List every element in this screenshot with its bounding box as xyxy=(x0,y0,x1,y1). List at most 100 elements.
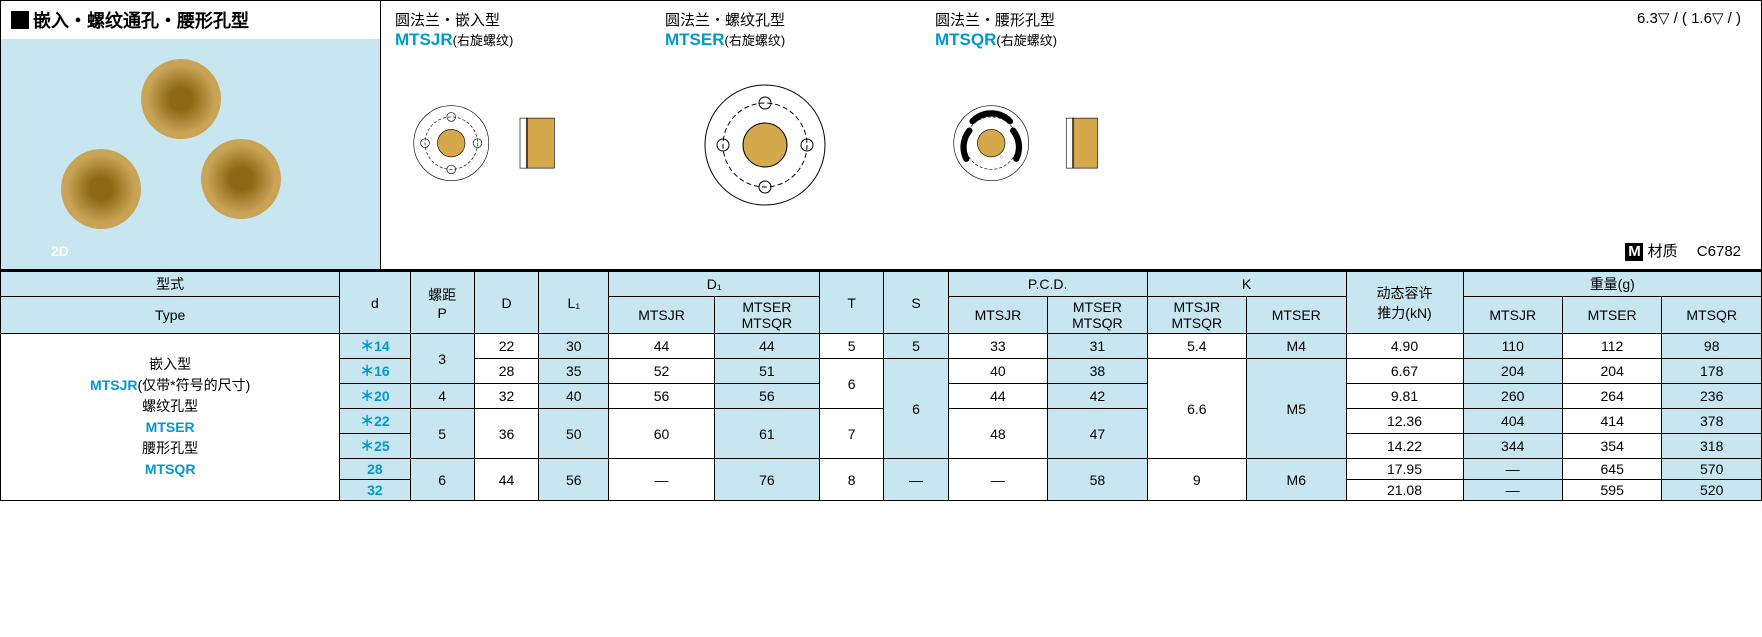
cell-Wq: 98 xyxy=(1662,334,1762,359)
diagram-mtsjr xyxy=(395,50,595,230)
image-mode-label: 2D xyxy=(51,243,69,259)
cell-PCDj: 48 xyxy=(948,409,1047,459)
variant-mtsjr: 圆法兰・嵌入型 MTSJR(右旋螺纹) xyxy=(395,9,595,230)
cell-thrust: 6.67 xyxy=(1346,359,1463,384)
cell-Kjq: 9 xyxy=(1147,459,1246,501)
cell-PCDj: 33 xyxy=(948,334,1047,359)
th-thrust: 动态容许推力(kN) xyxy=(1346,271,1463,334)
cell-L1: 30 xyxy=(539,334,609,359)
th-type-zh: 型式 xyxy=(1,271,340,297)
th-K: K xyxy=(1147,271,1346,297)
cell-Wj: 260 xyxy=(1463,384,1562,409)
cell-D1eq: 61 xyxy=(714,409,819,459)
cell-Wj: 110 xyxy=(1463,334,1562,359)
cell-We: 204 xyxy=(1562,359,1661,384)
cell-P: 4 xyxy=(410,384,474,409)
th-pcd-mtser-mtsqr: MTSERMTSQR xyxy=(1048,297,1147,334)
cell-T: 5 xyxy=(820,334,884,359)
cell-D1j: 44 xyxy=(609,334,714,359)
cell-P: 6 xyxy=(410,459,474,501)
variant-mtser: 圆法兰・螺纹孔型 MTSER(右旋螺纹) xyxy=(665,9,865,230)
th-T: T xyxy=(820,271,884,334)
material-value: C6782 xyxy=(1697,243,1741,260)
cell-D1j: 52 xyxy=(609,359,714,384)
variant-title: 圆法兰・螺纹孔型 xyxy=(665,9,865,30)
cell-D1j: 56 xyxy=(609,384,714,409)
cell-S: 6 xyxy=(884,359,948,459)
cell-Wq: 178 xyxy=(1662,359,1762,384)
th-pitch: 螺距P xyxy=(410,271,474,334)
cell-D: 28 xyxy=(474,359,538,384)
cell-PCDj: 40 xyxy=(948,359,1047,384)
table-row: 嵌入型 MTSJR(仅带*符号的尺寸) 螺纹孔型 MTSER 腰形孔型 MTSQ… xyxy=(1,334,1762,359)
product-title: 嵌入・螺纹通孔・腰形孔型 xyxy=(1,1,380,39)
th-D: D xyxy=(474,271,538,334)
variant-note: (右旋螺纹) xyxy=(996,33,1057,48)
cell-d: ＊22 xyxy=(340,409,410,434)
cell-L1: 50 xyxy=(539,409,609,459)
cell-We: 645 xyxy=(1562,459,1661,480)
nut-icon xyxy=(61,149,141,229)
title-text: 嵌入・螺纹通孔・腰形孔型 xyxy=(33,7,249,33)
cell-D1j: — xyxy=(609,459,714,501)
cell-thrust: 4.90 xyxy=(1346,334,1463,359)
spec-table: 型式 d 螺距P D L₁ D₁ T S P.C.D. K 动态容许推力(kN)… xyxy=(0,270,1762,501)
variant-code: MTSQR xyxy=(935,30,996,49)
variant-note: (右旋螺纹) xyxy=(453,33,514,48)
variant-note: (右旋螺纹) xyxy=(725,33,786,48)
cell-We: 595 xyxy=(1562,480,1661,501)
flange-drawing-icon xyxy=(395,50,595,230)
cell-D: 22 xyxy=(474,334,538,359)
th-w-mtser: MTSER xyxy=(1562,297,1661,334)
th-type-en: Type xyxy=(1,297,340,334)
cell-D1j: 60 xyxy=(609,409,714,459)
th-D1: D₁ xyxy=(609,271,820,297)
cell-P: 5 xyxy=(410,409,474,459)
cell-T: 6 xyxy=(820,359,884,409)
nut-icon xyxy=(141,59,221,139)
flange-drawing-icon xyxy=(675,50,855,230)
variant-code: MTSJR xyxy=(395,30,453,49)
th-w-mtsqr: MTSQR xyxy=(1662,297,1762,334)
cell-Kjq: 5.4 xyxy=(1147,334,1246,359)
cell-Wq: 570 xyxy=(1662,459,1762,480)
cell-L1: 40 xyxy=(539,384,609,409)
cell-thrust: 14.22 xyxy=(1346,434,1463,459)
cell-PCDeq: 42 xyxy=(1048,384,1147,409)
cell-PCDeq: 47 xyxy=(1048,409,1147,459)
cell-Ke: M6 xyxy=(1247,459,1346,501)
cell-D1eq: 76 xyxy=(714,459,819,501)
cell-d: ＊20 xyxy=(340,384,410,409)
top-section: 嵌入・螺纹通孔・腰形孔型 2D 6.3▽ / ( 1.6▽ / ) 圆法兰・嵌入… xyxy=(0,0,1762,270)
nut-icon xyxy=(201,139,281,219)
product-image: 2D xyxy=(1,39,380,269)
cell-We: 264 xyxy=(1562,384,1661,409)
th-pcd-mtsjr: MTSJR xyxy=(948,297,1047,334)
cell-D1eq: 44 xyxy=(714,334,819,359)
cell-Wq: 520 xyxy=(1662,480,1762,501)
th-k-mtser: MTSER xyxy=(1247,297,1346,334)
title-bullet-icon xyxy=(11,11,29,29)
cell-D: 36 xyxy=(474,409,538,459)
cell-Wq: 378 xyxy=(1662,409,1762,434)
cell-d: ＊25 xyxy=(340,434,410,459)
cell-Kjq: 6.6 xyxy=(1147,359,1246,459)
cell-Ke: M5 xyxy=(1247,359,1346,459)
cell-Wj: — xyxy=(1463,459,1562,480)
th-d: d xyxy=(340,271,410,334)
cell-Wj: — xyxy=(1463,480,1562,501)
th-d1-mtsjr: MTSJR xyxy=(609,297,714,334)
cell-Ke: M4 xyxy=(1247,334,1346,359)
cell-PCDeq: 38 xyxy=(1048,359,1147,384)
th-weight: 重量(g) xyxy=(1463,271,1762,297)
cell-D1eq: 51 xyxy=(714,359,819,384)
cell-S: — xyxy=(884,459,948,501)
cell-We: 112 xyxy=(1562,334,1661,359)
cell-Wq: 236 xyxy=(1662,384,1762,409)
diagram-mtsqr xyxy=(935,50,1135,230)
th-S: S xyxy=(884,271,948,334)
cell-PCDj: — xyxy=(948,459,1047,501)
th-k-mtsjr-mtsqr: MTSJRMTSQR xyxy=(1147,297,1246,334)
cell-S: 5 xyxy=(884,334,948,359)
cell-d: 32 xyxy=(340,480,410,501)
